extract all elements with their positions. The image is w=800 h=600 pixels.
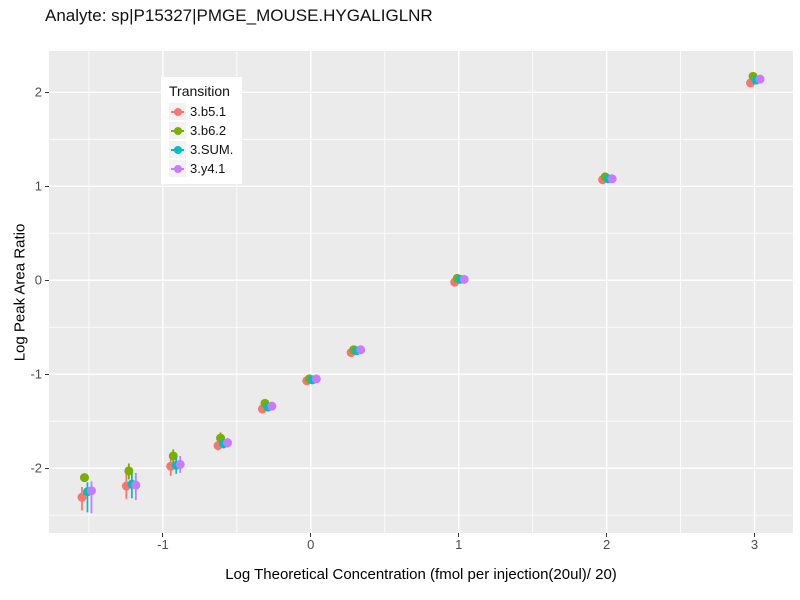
point-3.y4.1 [86,486,96,496]
x-tick-mark [310,533,312,537]
y-tick-mark [45,91,49,93]
legend-item-3.y4.1: 3.y4.1 [169,160,233,177]
legend-item-3.SUM.: 3.SUM. [169,141,233,158]
legend-label: 3.b5.1 [190,104,227,119]
point-3.y4.1 [223,438,233,448]
legend-point-glyph [174,164,182,173]
legend-item-3.b6.2: 3.b6.2 [169,122,233,139]
point-3.y4.1 [459,274,469,284]
y-tick-mark [45,185,49,187]
legend-key-icon [169,160,186,177]
legend-items: 3.b5.1 3.b6.2 3.SUM. 3.y4.1 [169,103,233,177]
plot-title: Analyte: sp|P15327|PMGE_MOUSE.HYGALIGLNR [45,6,433,25]
point-3.y4.1 [267,401,277,411]
x-tick-mark [606,533,608,537]
point-3.y4.1 [607,174,617,184]
point-3.y4.1 [311,374,321,384]
x-axis-title: Log Theoretical Concentration (fmol per … [225,566,617,583]
chart-canvas [49,51,793,533]
point-3.b6.2 [79,473,89,483]
y-tick-label: 2 [34,84,42,100]
y-tick-label: 1 [34,178,42,194]
point-3.y4.1 [175,459,185,469]
legend-item-3.b5.1: 3.b5.1 [169,103,233,120]
y-tick-label: 0 [34,272,42,288]
x-tick-mark [162,533,164,537]
legend-key-icon [169,141,186,158]
point-3.y4.1 [356,345,366,355]
legend-label: 3.b6.2 [190,123,227,138]
legend-key-icon [169,103,186,120]
legend-label: 3.SUM. [190,142,234,157]
legend-point-glyph [174,107,182,116]
y-tick-mark [45,467,49,469]
x-tick-mark [458,533,460,537]
legend-point-glyph [174,126,182,135]
legend-key-icon [169,122,186,139]
x-tick-label: 2 [603,537,611,552]
x-tick-label: 0 [307,537,315,552]
legend-title: Transition [169,83,230,99]
point-3.y4.1 [755,74,765,84]
point-3.y4.1 [131,480,141,490]
y-tick-mark [45,279,49,281]
y-axis-title: Log Peak Area Ratio [11,223,29,362]
legend-point-glyph [174,145,182,154]
x-tick-label: 1 [455,537,463,552]
x-tick-mark [754,533,756,537]
y-tick-label: -2 [30,460,42,476]
y-tick-mark [45,373,49,375]
y-tick-label: -1 [30,366,42,382]
x-tick-label: 3 [750,537,759,552]
legend-label: 3.y4.1 [190,161,226,176]
point-3.b5.1 [77,492,87,502]
legend: Transition 3.b5.1 3.b6.2 3.SUM. 3.y4.1 [161,77,243,184]
x-tick-label: -1 [157,537,169,552]
